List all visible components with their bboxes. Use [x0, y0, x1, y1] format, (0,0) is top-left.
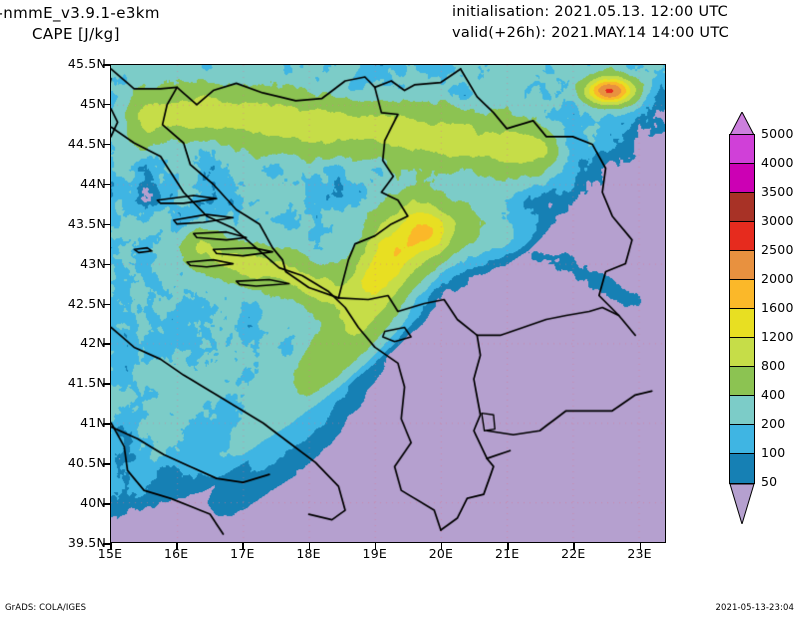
colorbar-tick-label: 800 [761, 358, 786, 373]
lon-tick-label: 18E [296, 546, 321, 561]
lat-tick-label: 43.5N [67, 215, 106, 231]
colorbar-legend: 5000 4000 3500 3000 2500 2000 1600 1200 800 400 20… [729, 112, 799, 532]
colorbar-tick-label: 50 [761, 474, 778, 489]
lat-tick-mark [103, 463, 110, 465]
lat-tick-label: 40.5N [67, 455, 106, 471]
colorbar-tick-label: 3000 [761, 213, 794, 228]
colorbar-tick-label: 400 [761, 387, 786, 402]
lon-tick-mark [308, 543, 311, 550]
lat-tick-label: 42N [80, 335, 106, 351]
colorbar-tick-label: 2500 [761, 242, 794, 257]
colorbar-tick-label: 4000 [761, 155, 794, 170]
lat-tick-label: 44.5N [67, 135, 106, 151]
lon-tick-label: 20E [428, 546, 454, 561]
colorbar-band [730, 251, 754, 280]
lon-tick-mark [639, 543, 642, 550]
lat-tick-label: 42.5N [67, 295, 106, 311]
colorbar-tick-label: 200 [761, 416, 786, 431]
lat-tick-label: 45N [80, 95, 106, 111]
lat-tick-label: 41.5N [67, 375, 106, 391]
colorbar-tick-label: 2000 [761, 271, 794, 286]
lat-tick-mark [103, 183, 110, 186]
map-plot-area [110, 64, 666, 543]
lon-tick-label: 21E [494, 546, 520, 561]
lon-tick-label: 17E [230, 546, 255, 561]
colorbar-band [730, 309, 754, 338]
colorbar-bottom-cap-icon [729, 484, 755, 524]
colorbar-bands [729, 134, 755, 484]
lat-tick-label: 39.5N [67, 535, 106, 550]
colorbar-tick-label: 100 [761, 445, 786, 460]
lon-tick-mark [374, 543, 377, 550]
lat-tick-mark [103, 503, 110, 505]
lat-tick-mark [103, 383, 110, 385]
lon-tick-mark [110, 543, 112, 550]
lat-tick-mark [103, 103, 110, 106]
lat-tick-mark [103, 303, 110, 305]
lon-tick-mark [176, 543, 178, 550]
colorbar-top-cap-icon [729, 112, 755, 135]
colorbar-band [730, 396, 754, 425]
lat-tick-label: 44N [80, 175, 106, 191]
lat-tick-label: 43N [80, 255, 106, 271]
colorbar-tick-label: 3500 [761, 184, 794, 199]
colorbar-band [730, 454, 754, 483]
cape-field-canvas [111, 65, 665, 542]
lat-tick-mark [103, 343, 110, 345]
lon-tick-label: 19E [362, 546, 387, 561]
lat-tick-mark [103, 423, 110, 425]
lat-tick-label: 40N [80, 495, 106, 511]
lon-tick-mark [507, 543, 509, 550]
lon-tick-label: 22E [561, 546, 586, 561]
colorbar-band [730, 222, 754, 251]
lon-tick-mark [573, 543, 575, 550]
header-left-block: rf-nmmE_v3.9.1-e3km CAPE [J/kg] [0, 4, 420, 48]
lat-tick-mark [103, 263, 110, 266]
lat-tick-mark [103, 223, 110, 226]
field-title: CAPE [J/kg] [32, 25, 120, 43]
colorbar-band [730, 338, 754, 367]
lat-tick-mark [103, 543, 110, 545]
colorbar-band [730, 193, 754, 222]
colorbar-band [730, 280, 754, 309]
footer-timestamp: 2021-05-13-23:04 [715, 603, 794, 613]
colorbar-band [730, 135, 754, 164]
colorbar-band [730, 425, 754, 454]
lat-tick-label: 41N [80, 415, 106, 431]
lon-tick-label: 23E [627, 546, 652, 561]
lon-tick-mark [440, 543, 443, 550]
colorbar-tick-label: 1600 [761, 300, 794, 315]
valid-time: valid(+26h): 2021.MAY.14 14:00 UTC [452, 25, 730, 41]
lon-tick-mark [242, 543, 244, 550]
lon-tick-label: 16E [163, 546, 189, 561]
footer-attribution: GrADS: COLA/IGES [5, 603, 87, 613]
model-title: rf-nmmE_v3.9.1-e3km [0, 4, 160, 22]
initialisation-time: initialisation: 2021.05.13. 12:00 UTC [452, 4, 729, 20]
colorbar-band [730, 367, 754, 396]
lat-tick-label: 45.5N [67, 56, 106, 71]
colorbar-band [730, 164, 754, 193]
lat-tick-mark [103, 143, 110, 146]
lon-tick-label: 15E [97, 546, 123, 561]
lat-tick-mark [103, 64, 110, 66]
colorbar-tick-label: 1200 [761, 329, 794, 344]
header-right-block: initialisation: 2021.05.13. 12:00 UTC va… [452, 4, 800, 48]
colorbar-tick-label: 5000 [761, 126, 794, 141]
